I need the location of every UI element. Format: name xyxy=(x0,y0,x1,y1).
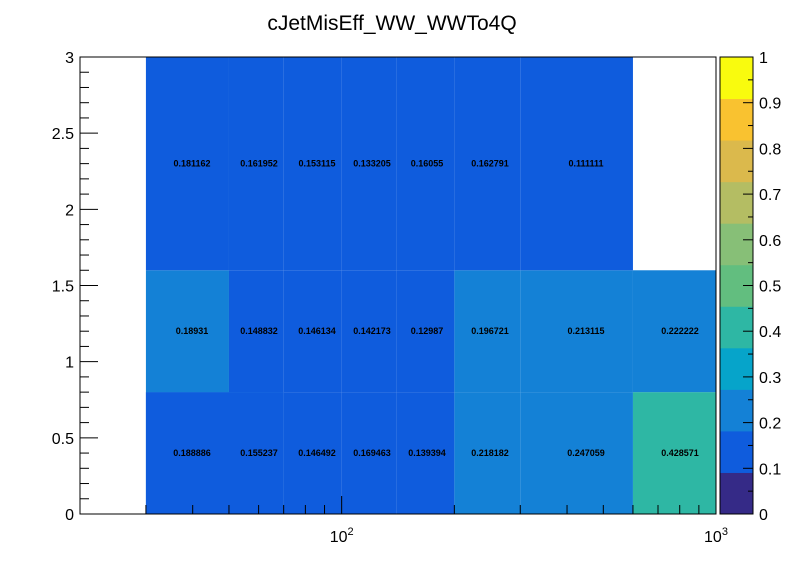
y-tick-label: 0.5 xyxy=(52,431,74,448)
colorbar-segment xyxy=(720,181,753,224)
heatmap-cell xyxy=(283,270,342,393)
cell-value-label: 0.162791 xyxy=(471,159,509,169)
colorbar-tick-label: 0 xyxy=(759,507,768,524)
heatmap-cell xyxy=(520,57,633,271)
heatmap-cell xyxy=(341,392,397,514)
cell-value-label: 0.247059 xyxy=(567,448,605,458)
colorbar-tick-label: 0.1 xyxy=(759,461,781,478)
y-tick-label: 2.5 xyxy=(52,126,74,143)
heatmap-cell xyxy=(228,57,284,271)
cell-value-label: 0.12987 xyxy=(411,326,444,336)
y-tick-label: 0 xyxy=(65,507,74,524)
cell-value-label: 0.146492 xyxy=(298,448,336,458)
colorbar-tick-label: 1 xyxy=(759,50,768,67)
axes: 0 0.5 1 1.5 2 2.5 3 102 103 xyxy=(52,50,728,546)
cell-value-label: 0.428571 xyxy=(661,448,699,458)
heatmap-cell xyxy=(396,57,455,271)
colorbar-segment xyxy=(720,98,753,141)
heatmap-cell xyxy=(632,270,716,393)
cell-value-label: 0.181162 xyxy=(173,159,210,169)
y-tick-label: 1 xyxy=(65,355,74,372)
heatmap-cell xyxy=(228,270,284,393)
colorbar-tick-label: 0.6 xyxy=(759,233,781,250)
chart-title: cJetMisEff_WW_WWTo4Q xyxy=(267,12,516,35)
colorbar-tick-label: 0.3 xyxy=(759,370,781,387)
colorbar-segment xyxy=(720,347,753,390)
y-tick-label: 2 xyxy=(65,202,74,219)
colorbar: 0 0.1 0.2 0.3 0.4 0.5 0.6 0.7 0.8 0.9 1 xyxy=(719,50,781,524)
cell-value-label: 0.155237 xyxy=(240,448,278,458)
heatmap-cell xyxy=(454,270,521,393)
heatmap-cell xyxy=(520,392,633,514)
cell-value-label: 0.133205 xyxy=(353,159,391,169)
colorbar-segment xyxy=(720,306,753,349)
heatmap-cell xyxy=(283,57,342,271)
colorbar-segment xyxy=(720,472,753,515)
cell-value-label: 0.188886 xyxy=(173,448,211,458)
cell-value-label: 0.148832 xyxy=(240,326,278,336)
heatmap-cell xyxy=(396,392,455,514)
cell-value-label: 0.153115 xyxy=(298,159,335,169)
heatmap-cell xyxy=(145,270,229,393)
cell-value-label: 0.111111 xyxy=(568,159,603,169)
cell-value-labels: 0.188886 0.155237 0.146492 0.169463 0.139394… xyxy=(173,159,699,458)
colorbar-segment xyxy=(720,223,753,266)
cell-value-label: 0.161952 xyxy=(240,159,278,169)
heatmap-cell xyxy=(396,270,455,393)
heatmap-cell xyxy=(341,270,397,393)
colorbar-tick-label: 0.5 xyxy=(759,279,781,296)
cell-value-label: 0.196721 xyxy=(471,326,509,336)
heatmap-cell xyxy=(145,57,229,271)
colorbar-tick-label: 0.2 xyxy=(759,416,781,433)
cell-value-label: 0.222222 xyxy=(661,326,699,336)
heatmap-cell xyxy=(283,392,342,514)
heatmap-cells xyxy=(145,57,716,514)
heatmap-cell xyxy=(341,57,397,271)
x-tick-label: 102 xyxy=(330,526,354,546)
heatmap-cell xyxy=(145,392,284,514)
colorbar-tick-label: 0.4 xyxy=(759,324,781,341)
colorbar-segment xyxy=(720,140,753,183)
cell-value-label: 0.139394 xyxy=(408,448,446,458)
cell-value-label: 0.142173 xyxy=(353,326,391,336)
colorbar-segment xyxy=(720,57,753,100)
colorbar-tick-label: 0.8 xyxy=(759,141,781,158)
heatmap-cell xyxy=(520,270,633,393)
colorbar-segment xyxy=(720,389,753,432)
heatmap-cell xyxy=(454,57,521,271)
x-tick-label: 103 xyxy=(704,526,728,546)
colorbar-segment xyxy=(720,430,753,473)
colorbar-tick-label: 0.9 xyxy=(759,96,781,113)
y-tick-label: 1.5 xyxy=(52,279,74,296)
heatmap-cell xyxy=(632,392,716,514)
cell-value-label: 0.169463 xyxy=(353,448,391,458)
cell-value-label: 0.16055 xyxy=(411,159,444,169)
colorbar-tick-label: 0.7 xyxy=(759,187,781,204)
cell-value-label: 0.213115 xyxy=(567,326,604,336)
heatmap-cell xyxy=(454,392,521,514)
y-tick-label: 3 xyxy=(65,50,74,67)
cell-value-label: 0.18931 xyxy=(176,326,209,336)
cell-value-label: 0.146134 xyxy=(298,326,336,336)
cell-value-label: 0.218182 xyxy=(471,448,509,458)
